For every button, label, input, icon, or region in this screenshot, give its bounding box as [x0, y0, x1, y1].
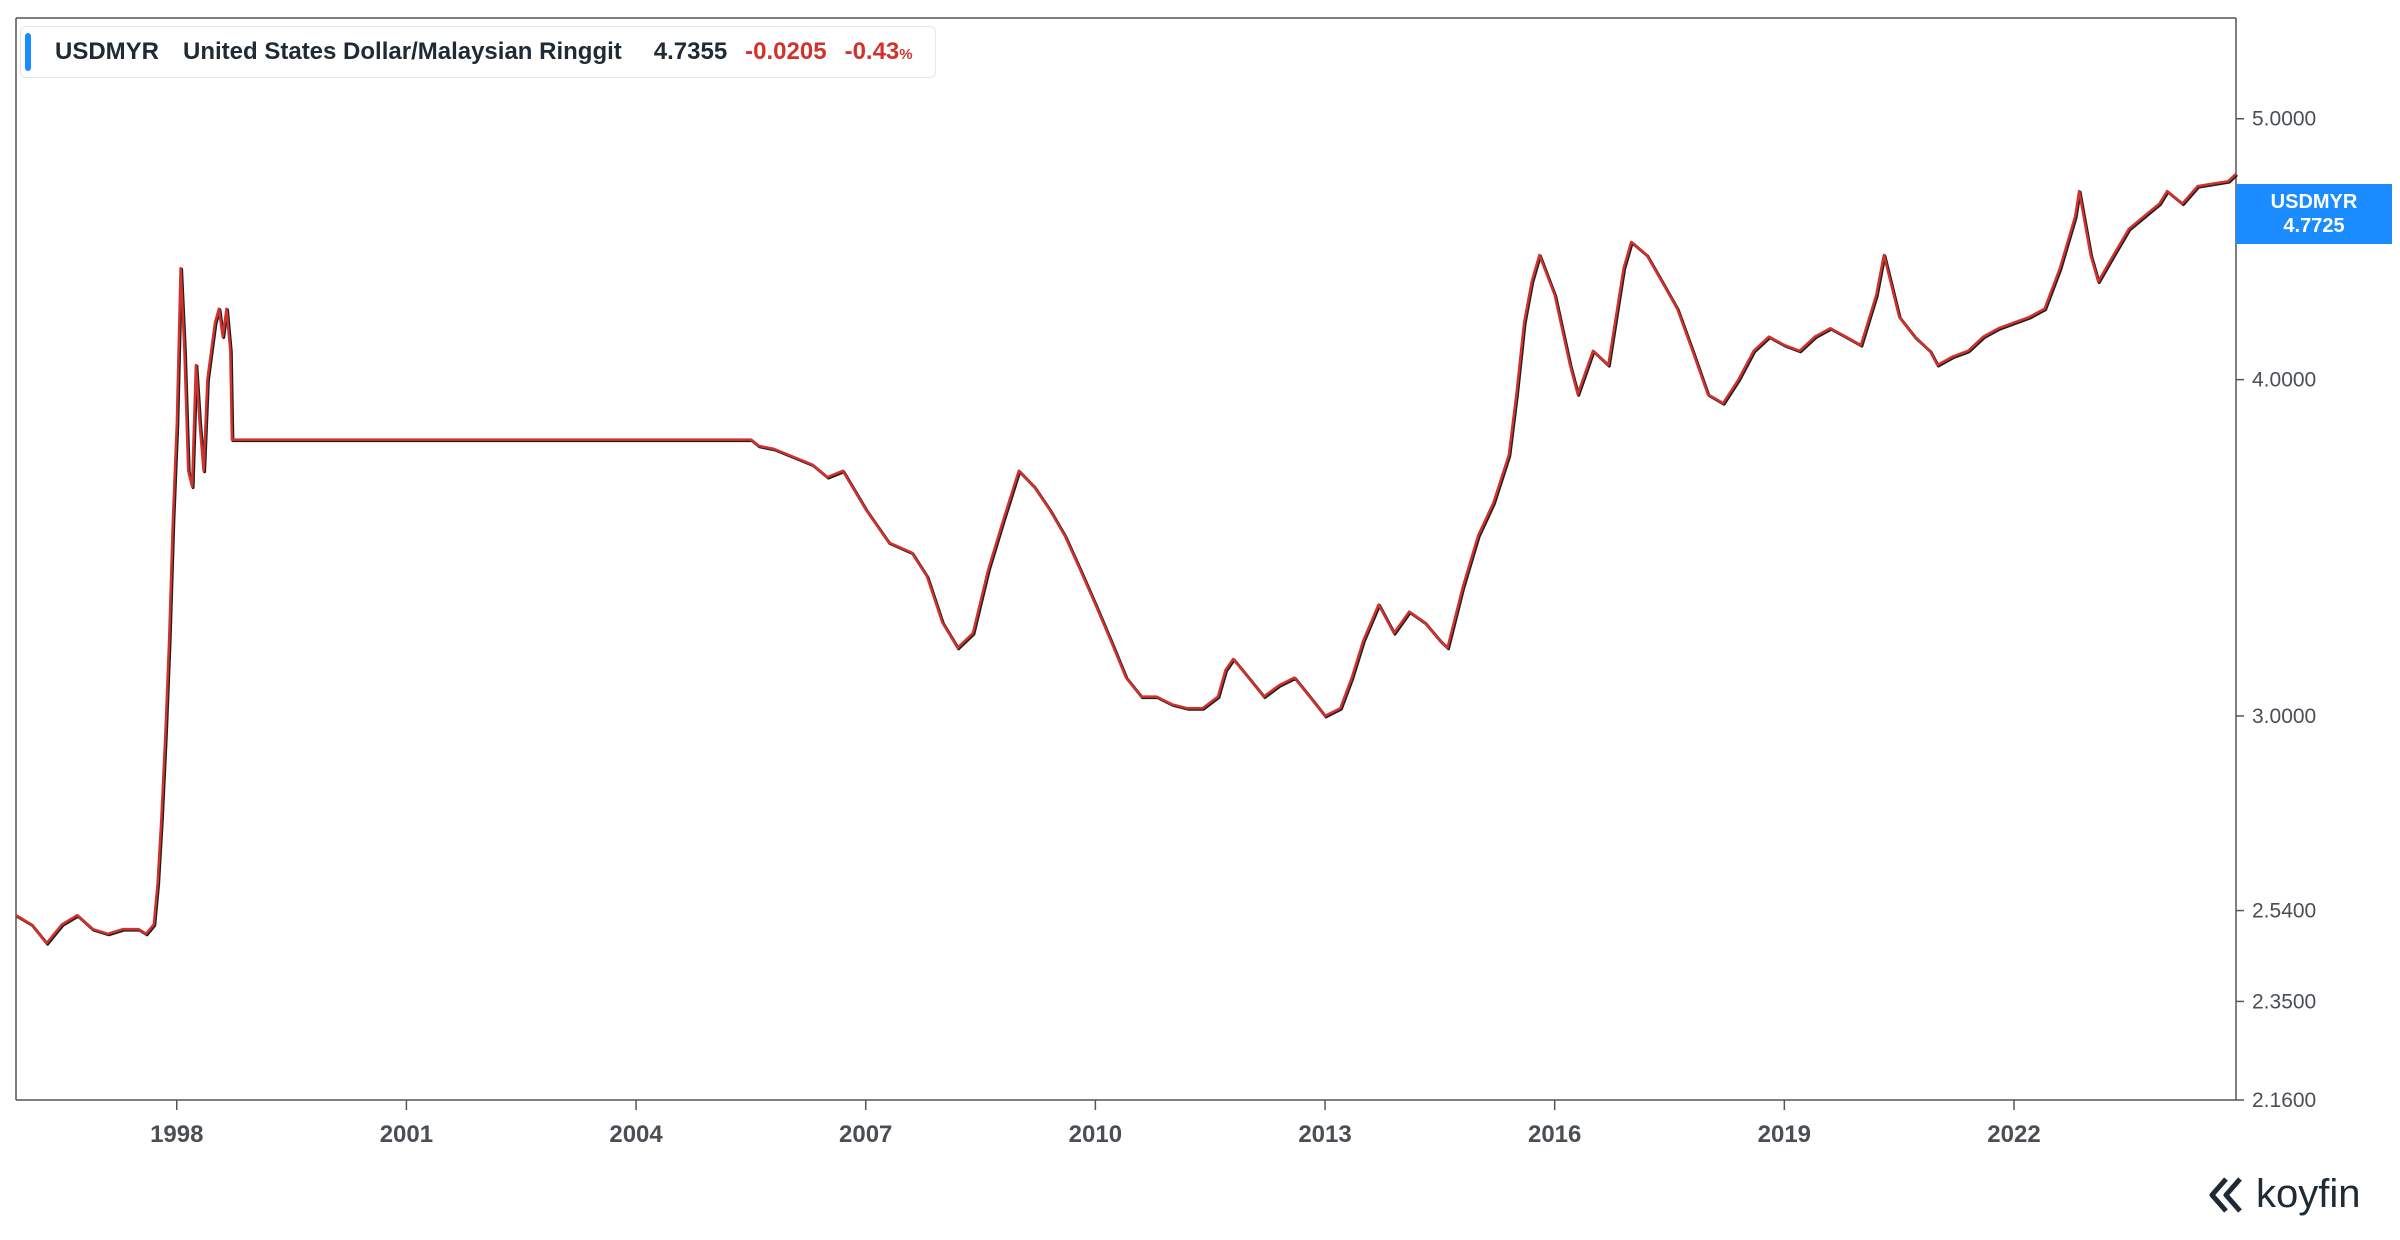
legend-instrument-name: United States Dollar/Malaysian Ringgit: [183, 38, 622, 65]
y-axis: 5.0000 4.0000 3.0000 2.5400 2.3500 2.1600: [2236, 108, 2316, 1112]
legend-change-percent: -0.43%: [844, 38, 913, 65]
y-tick-label: 5.0000: [2252, 108, 2316, 131]
brand-logo: koyfin: [2206, 1172, 2361, 1217]
x-tick-label: 2004: [609, 1121, 663, 1148]
series-line-shadow: [16, 173, 2239, 946]
y-tick-label: 2.5400: [2252, 900, 2316, 923]
x-axis: 1998 2001 2004 2007 2010 2013 2016 2019 2022: [150, 1100, 2041, 1148]
x-tick-label: 2016: [1528, 1121, 1581, 1148]
symbol-legend[interactable]: USDMYR United States Dollar/Malaysian Ri…: [20, 26, 936, 78]
y-tick-label: 2.1600: [2252, 1089, 2316, 1112]
x-tick-label: 1998: [150, 1121, 203, 1148]
x-tick-label: 2010: [1069, 1121, 1122, 1148]
y-tick-label: 3.0000: [2252, 705, 2316, 728]
x-tick-label: 2007: [839, 1121, 892, 1148]
x-tick-label: 2001: [380, 1121, 433, 1148]
legend-accent-bar: [25, 33, 31, 71]
y-tick-label: 2.3500: [2252, 990, 2316, 1013]
last-price-tag: USDMYR 4.7725: [2236, 184, 2392, 244]
series-line: [15, 172, 2237, 945]
x-tick-label: 2022: [1987, 1121, 2040, 1148]
x-tick-label: 2019: [1758, 1121, 1811, 1148]
legend-last-price: 4.7355: [653, 38, 728, 65]
x-tick-label: 2013: [1298, 1121, 1351, 1148]
koyfin-logo-icon: [2209, 1176, 2242, 1213]
y-tick-label: 4.0000: [2252, 369, 2316, 392]
price-tag-value: 4.7725: [2283, 215, 2345, 237]
legend-change: -0.0205: [745, 38, 827, 65]
brand-name: koyfin: [2256, 1172, 2361, 1216]
plot-frame: [15, 17, 2237, 1101]
price-series: [15, 172, 2239, 946]
legend-symbol: USDMYR: [55, 38, 160, 65]
price-tag-symbol: USDMYR: [2270, 191, 2358, 213]
